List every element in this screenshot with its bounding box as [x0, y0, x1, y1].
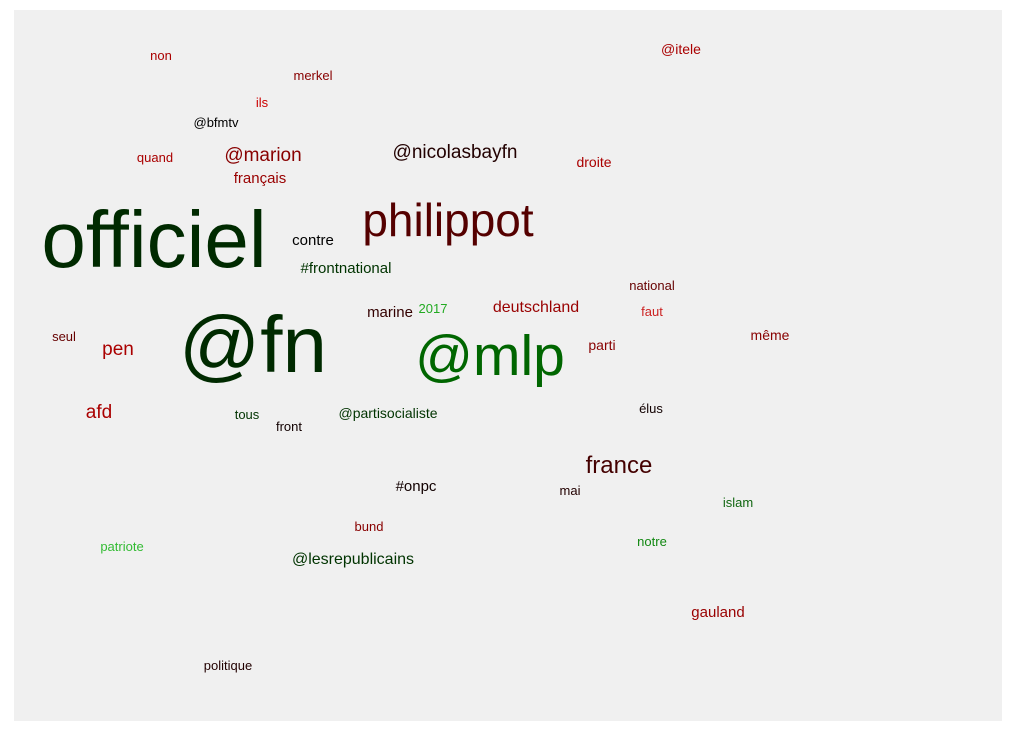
word-29: quand [137, 150, 173, 165]
word-21: même [751, 327, 790, 343]
word-34: mai [560, 483, 581, 498]
word-25: ils [256, 95, 269, 110]
word-36: notre [637, 534, 667, 549]
word-27: merkel [293, 68, 332, 83]
word-10: @lesrepublicains [292, 551, 414, 568]
word-22: national [629, 278, 675, 293]
word-14: contre [292, 232, 334, 249]
word-26: non [150, 48, 172, 63]
word-0: officiel [41, 195, 266, 284]
word-35: islam [723, 495, 753, 510]
word-33: élus [639, 401, 663, 416]
word-31: tous [235, 407, 260, 422]
word-23: 2017 [419, 301, 448, 316]
word-38: patriote [100, 539, 143, 554]
word-12: #onpc [396, 478, 437, 495]
word-16: français [234, 170, 287, 187]
plot-panel [14, 10, 1002, 721]
word-24: faut [641, 304, 663, 319]
word-9: deutschland [493, 299, 579, 316]
word-5: @nicolasbayfn [393, 142, 518, 163]
word-37: bund [355, 519, 384, 534]
word-32: front [276, 419, 302, 434]
word-19: @itele [661, 41, 701, 57]
word-15: @partisocialiste [338, 405, 437, 421]
word-17: gauland [691, 604, 744, 621]
word-2: @mlp [415, 324, 565, 388]
word-8: afd [86, 402, 112, 423]
word-11: #frontnational [301, 260, 392, 277]
word-3: philippot [362, 194, 534, 246]
word-7: pen [102, 339, 134, 360]
word-39: politique [204, 658, 252, 673]
word-1: @fn [179, 300, 327, 389]
word-18: droite [576, 154, 611, 170]
word-13: marine [367, 304, 413, 321]
word-6: @marion [224, 145, 301, 166]
word-28: @bfmtv [194, 115, 239, 130]
word-4: france [586, 452, 653, 479]
word-20: parti [588, 337, 615, 353]
word-30: seul [52, 329, 76, 344]
